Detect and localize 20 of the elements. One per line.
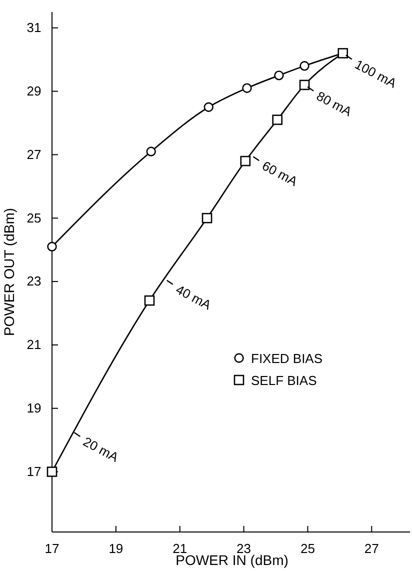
annotation: 40 mA (173, 282, 214, 313)
x-tick-label: 17 (44, 541, 60, 556)
annotation: 80 mA (314, 88, 355, 120)
y-tick-label: 17 (26, 464, 42, 479)
y-tick-label: 19 (26, 400, 42, 416)
x-tick-label: 19 (108, 541, 124, 556)
y-tick-label: 25 (26, 210, 42, 226)
y-tick-label: 21 (26, 337, 42, 352)
annotation: 20 mA (80, 434, 122, 465)
legend-label: FIXED BIAS (251, 351, 323, 366)
legend-label: SELF BIAS (251, 373, 318, 388)
y-tick-label: 23 (26, 274, 42, 289)
x-tick-label: 25 (300, 541, 315, 556)
annotation: 60 mA (260, 158, 300, 190)
x-tick-label: 27 (364, 541, 379, 556)
y-axis-title: POWER OUT (dBm) (1, 208, 17, 336)
y-tick-label: 29 (26, 83, 42, 98)
y-tick-label: 27 (26, 146, 42, 162)
y-tick-label: 31 (26, 20, 42, 36)
annotation: 100 mA (352, 56, 400, 92)
